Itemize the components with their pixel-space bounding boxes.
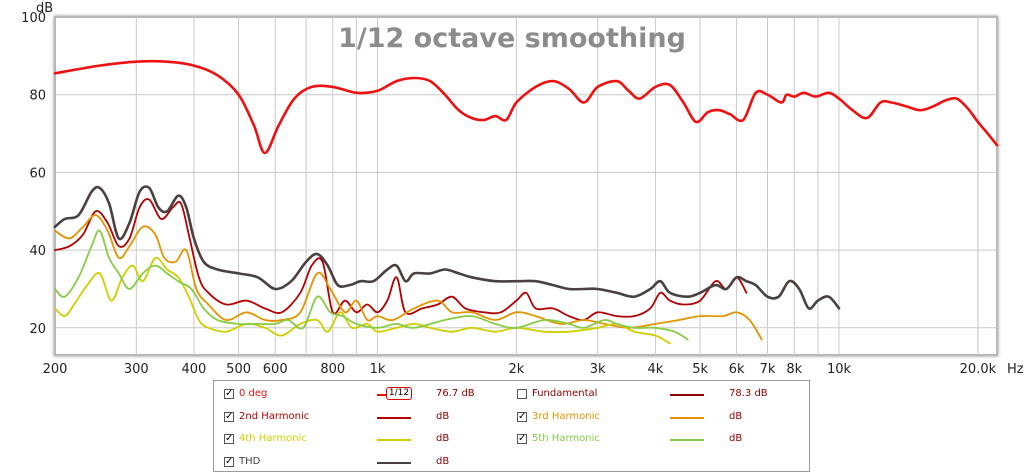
legend-value: dB: [729, 433, 743, 444]
y-axis-unit: dB: [36, 1, 53, 16]
x-tick-label: 400: [181, 362, 206, 377]
x-tick-label: 8k: [786, 362, 802, 377]
y-tick-label: 100: [21, 11, 46, 26]
series-line-5th-harmonic: [54, 229, 689, 341]
legend-item-4th-harmonic[interactable]: ✓ 4th Harmonic dB: [224, 432, 504, 448]
legend-series-name: Fundamental: [532, 388, 598, 399]
y-tick-label: 80: [29, 89, 46, 104]
chart-title: 1/12 octave smoothing: [338, 23, 686, 54]
legend-swatch: [377, 461, 411, 464]
legend-value: 76.7 dB: [436, 388, 475, 399]
legend-checkbox[interactable]: ✓: [224, 410, 234, 422]
legend-item-0-deg[interactable]: ✓ 0 deg 1/12 76.7 dB: [224, 387, 504, 403]
legend-swatch: [377, 416, 411, 419]
legend-swatch: [670, 416, 704, 419]
smoothing-badge[interactable]: 1/12: [386, 387, 412, 400]
legend-checkbox[interactable]: ✓: [517, 433, 527, 444]
x-tick-label: 800: [320, 362, 345, 377]
legend-item-3rd-harmonic[interactable]: ✓ 3rd Harmonic dB: [517, 410, 797, 426]
legend-checkbox[interactable]: ✓: [224, 433, 234, 444]
legend-item-5th-harmonic[interactable]: ✓ 5th Harmonic dB: [517, 432, 797, 448]
legend-series-name: 4th Harmonic: [239, 433, 307, 444]
y-tick-labels: 20 40 60 80 100: [21, 11, 46, 337]
legend-item-fundamental[interactable]: Fundamental 78.3 dB: [517, 387, 797, 403]
legend-value: dB: [729, 410, 743, 422]
x-tick-label: 20.0k: [960, 362, 997, 377]
y-tick-label: 20: [29, 322, 46, 337]
grid-lines: [55, 17, 997, 355]
legend-series-name: THD: [239, 455, 261, 467]
x-tick-label: 4k: [647, 362, 663, 377]
y-tick-label: 60: [29, 166, 46, 181]
x-tick-label: 2k: [508, 362, 524, 377]
x-tick-label: 1k: [370, 362, 386, 377]
legend-checkbox[interactable]: ✓: [517, 410, 527, 422]
legend-checkbox[interactable]: [517, 389, 527, 399]
plot-area: [54, 16, 998, 356]
x-tick-label: 200: [43, 362, 68, 377]
legend-swatch: [670, 394, 704, 396]
legend-value: 78.3 dB: [729, 388, 768, 399]
x-tick-label: 5k: [692, 362, 708, 377]
legend-item-2nd-harmonic[interactable]: ✓ 2nd Harmonic dB: [224, 410, 504, 426]
legend-checkbox[interactable]: ✓: [224, 388, 234, 399]
legend-value: dB: [436, 410, 450, 422]
x-tick-labels: 200 300 400 500 600 800 1k 2k 3k 4k 5k 6k 7k 8k 10k 20.…: [43, 362, 997, 377]
series-lines: [53, 59, 999, 345]
legend-item-thd[interactable]: ✓ THD dB: [224, 455, 504, 471]
y-tick-label: 40: [29, 244, 46, 259]
legend-swatch: [377, 439, 411, 441]
x-tick-label: 3k: [590, 362, 606, 377]
legend-swatch: [670, 439, 704, 441]
x-tick-label: 7k: [760, 362, 776, 377]
series-line-0-deg: [53, 59, 999, 155]
legend-series-name: 0 deg: [239, 388, 268, 399]
legend-value: dB: [436, 455, 450, 467]
x-tick-label: 6k: [729, 362, 745, 377]
series-line-2nd-harmonic: [54, 198, 748, 322]
rew-chart: 1/12 octave smoothing 20 40 60 80 100 200 300…: [21, 1, 1024, 377]
legend-series-name: 3rd Harmonic: [532, 410, 600, 422]
legend-panel: ✓ 0 deg 1/12 76.7 dB Fundamental 78.3 dB ✓ 2nd …: [213, 380, 810, 472]
legend-checkbox[interactable]: ✓: [224, 455, 234, 467]
legend-series-name: 2nd Harmonic: [239, 410, 310, 422]
series-line-4th-harmonic: [54, 256, 671, 345]
legend-value: dB: [436, 433, 450, 444]
x-tick-label: 10k: [827, 362, 852, 377]
legend-series-name: 5th Harmonic: [532, 433, 600, 444]
series-line-thd: [53, 185, 841, 310]
x-tick-label: 600: [263, 362, 288, 377]
x-tick-label: 300: [124, 362, 149, 377]
x-tick-label: 500: [226, 362, 251, 377]
x-axis-unit: Hz: [1007, 362, 1024, 377]
